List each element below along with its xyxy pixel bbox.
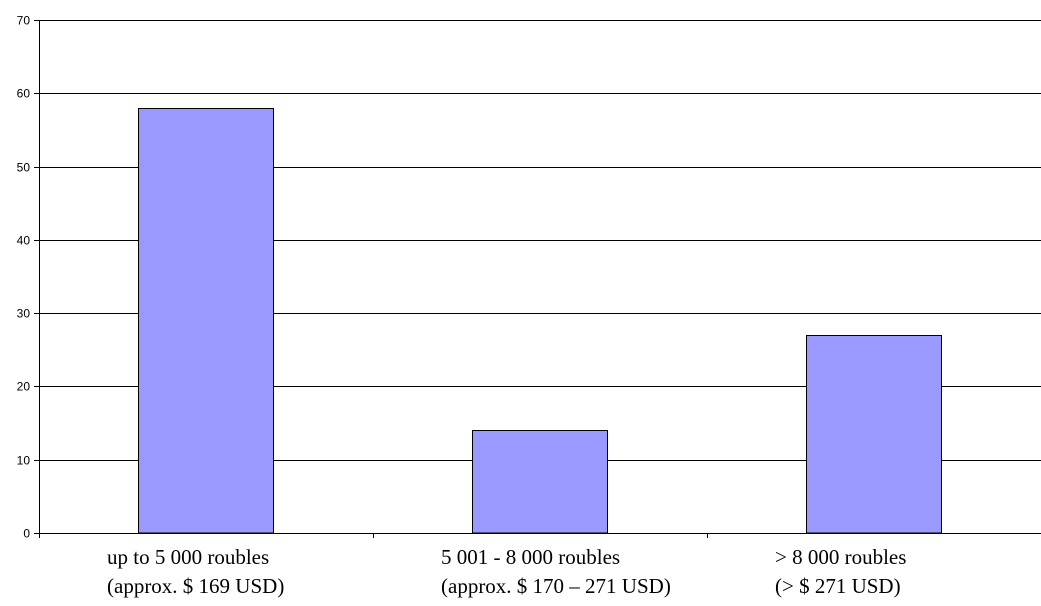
y-tick-label-50: 50: [17, 161, 31, 175]
bar-0: [138, 108, 274, 534]
labels: 0 10 20 30 40 50 60 70 up to 5 000 roubles (appro…: [17, 14, 907, 599]
y-tick-label-60: 60: [17, 87, 31, 101]
y-tick-label-70: 70: [17, 14, 31, 28]
category-label-1-line-0: 5 001 - 8 000 roubles: [441, 545, 620, 569]
y-tick-label-30: 30: [17, 307, 31, 321]
category-label-0-line-1: (approx. $ 169 USD): [107, 574, 284, 598]
category-label-2-line-1: (> $ 271 USD): [775, 574, 901, 598]
bars: [138, 108, 942, 534]
category-label-0-line-0: up to 5 000 roubles: [107, 545, 269, 569]
bar-2: [806, 335, 942, 534]
bar-1: [472, 430, 608, 534]
y-tick-label-0: 0: [23, 527, 30, 541]
y-tick-label-20: 20: [17, 380, 31, 394]
category-label-1-line-1: (approx. $ 170 – 271 USD): [441, 574, 671, 598]
category-label-2-line-0: > 8 000 roubles: [775, 545, 906, 569]
y-tick-label-10: 10: [17, 454, 31, 468]
y-tick-label-40: 40: [17, 234, 31, 248]
